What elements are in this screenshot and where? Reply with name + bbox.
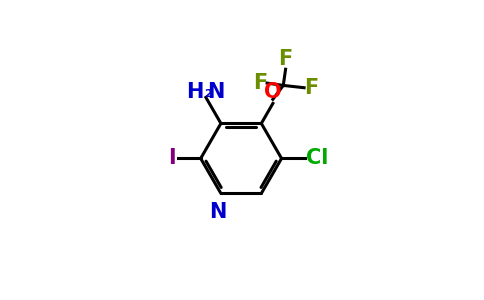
Text: I: I (168, 148, 176, 168)
Text: F: F (253, 73, 267, 93)
Text: 2: 2 (204, 89, 212, 99)
Text: N: N (207, 82, 225, 102)
Text: F: F (304, 78, 318, 98)
Text: O: O (264, 82, 282, 102)
Text: H: H (186, 82, 204, 102)
Text: N: N (210, 202, 227, 222)
Text: Cl: Cl (306, 148, 328, 168)
Text: F: F (278, 49, 293, 69)
